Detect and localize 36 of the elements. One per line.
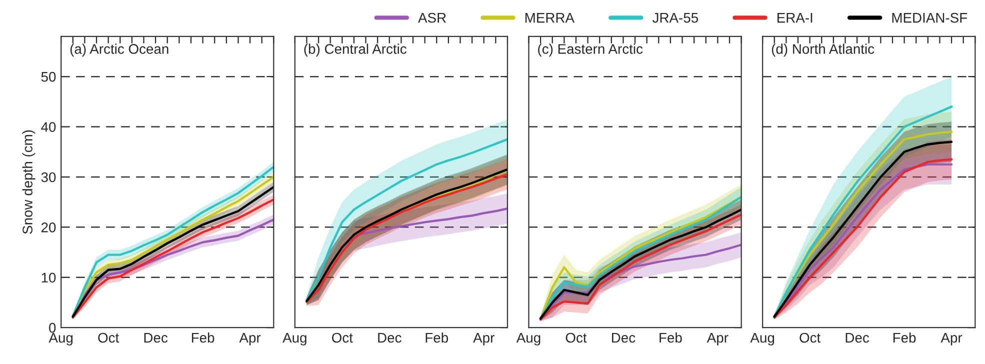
y-axis-title: Snow depth (cm) [22, 130, 36, 234]
x-tick-label: Apr [473, 332, 494, 346]
y-tick-label: 20 [41, 222, 56, 232]
x-tick-label: Oct [332, 332, 353, 343]
x-tick-label: Apr [706, 332, 728, 346]
legend-label: JRA-55 [652, 13, 698, 23]
x-tick-label: Aug [750, 332, 774, 346]
x-tick-label: Oct [98, 332, 120, 343]
chart-title: (c) Eastern Arctic [538, 44, 643, 57]
x-tick-label: Feb [192, 332, 214, 343]
legend-label: ERA-I [778, 13, 812, 23]
y-tick-label: 40 [41, 122, 56, 132]
x-tick-label: Dec [144, 332, 168, 343]
legend-label: ASR [418, 12, 446, 23]
y-tick-label: 50 [41, 72, 56, 82]
x-tick-label: Aug [516, 332, 540, 346]
x-tick-label: Feb [893, 332, 916, 343]
y-tick-label: 30 [41, 172, 56, 182]
x-tick-label: Aug [48, 332, 73, 346]
x-tick-label: Feb [426, 332, 448, 343]
chart-title: (a) Arctic Ocean [70, 44, 168, 57]
chart-title: (b) Central Arctic [304, 44, 406, 57]
y-tick-label: 0 [49, 322, 56, 333]
x-tick-label: Feb [660, 332, 682, 343]
x-tick-label: Apr [239, 332, 261, 346]
legend-label: MEDIAN-SF [892, 12, 968, 23]
x-tick-label: Oct [566, 332, 587, 343]
x-tick-label: Dec [378, 332, 402, 343]
x-tick-label: Dec [612, 332, 636, 343]
legend-label: MERRA [525, 13, 574, 23]
x-tick-label: Dec [846, 332, 870, 343]
y-tick-label: 10 [42, 272, 56, 283]
x-tick-label: Apr [940, 332, 962, 346]
chart-title: (d) North Atlantic [772, 44, 874, 57]
x-tick-label: Aug [282, 332, 306, 346]
x-tick-label: Oct [800, 332, 821, 343]
